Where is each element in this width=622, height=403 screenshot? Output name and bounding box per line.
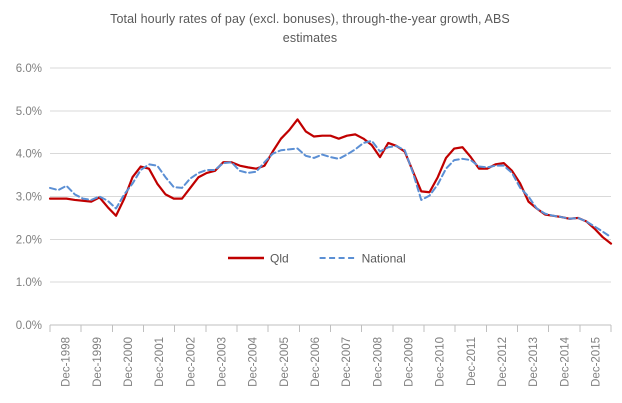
x-axis-tick-label: Dec-2001 xyxy=(154,337,166,387)
x-axis-tick-label: Dec-2000 xyxy=(123,337,135,387)
x-axis-tick-label: Dec-2003 xyxy=(216,337,228,387)
y-axis-tick-label: 0.0% xyxy=(16,320,42,332)
series-line-national xyxy=(49,139,612,239)
x-axis xyxy=(49,324,612,332)
x-axis-tick-label: Dec-2012 xyxy=(497,337,509,387)
chart-title-line-2: estimates xyxy=(282,31,338,45)
x-axis-tick-label: Dec-2014 xyxy=(559,336,571,386)
y-axis-tick-label: 5.0% xyxy=(16,106,42,118)
y-axis-tick-label: 4.0% xyxy=(16,149,42,161)
chart-title-line-1: Total hourly rates of pay (excl. bonuses… xyxy=(110,12,510,26)
legend-label-national[interactable]: National xyxy=(362,252,406,266)
x-axis-tick-label: Dec-2007 xyxy=(341,337,353,387)
x-axis-tick-label: Dec-2013 xyxy=(528,337,540,387)
chart-title: Total hourly rates of pay (excl. bonuses… xyxy=(60,10,560,48)
data-series xyxy=(48,118,613,245)
x-axis-tick-label: Dec-1999 xyxy=(92,337,104,387)
legend-label-qld[interactable]: Qld xyxy=(270,252,289,266)
x-axis-tick-label: Dec-2011 xyxy=(466,337,478,386)
x-axis-tick-label: Dec-2004 xyxy=(248,336,260,386)
x-axis-tick-label: Dec-1998 xyxy=(61,337,73,387)
chart-legend: Qld National xyxy=(228,252,406,266)
y-axis-tick-label: 3.0% xyxy=(16,192,42,204)
y-axis-labels: 0.0% 1.0% 2.0% 3.0% 4.0% 5.0% 6.0% xyxy=(16,63,42,332)
x-axis-tick-label: Dec-2005 xyxy=(279,337,291,387)
y-axis-tick-label: 1.0% xyxy=(16,277,42,289)
x-axis-tick-label: Dec-2009 xyxy=(403,337,415,387)
x-axis-tick-label: Dec-2006 xyxy=(310,337,322,387)
x-axis-tick-label: Dec-2015 xyxy=(590,337,602,387)
y-axis-tick-label: 2.0% xyxy=(16,234,42,246)
x-axis-tick-label: Dec-2010 xyxy=(435,337,447,387)
y-axis-tick-label: 6.0% xyxy=(16,63,42,75)
x-axis-tick-label: Dec-2002 xyxy=(185,337,197,387)
x-axis-labels: Dec-1998 Dec-1999 Dec-2000 Dec-2001 Dec-2002… xyxy=(61,336,603,386)
x-axis-tick-label: Dec-2008 xyxy=(372,337,384,387)
